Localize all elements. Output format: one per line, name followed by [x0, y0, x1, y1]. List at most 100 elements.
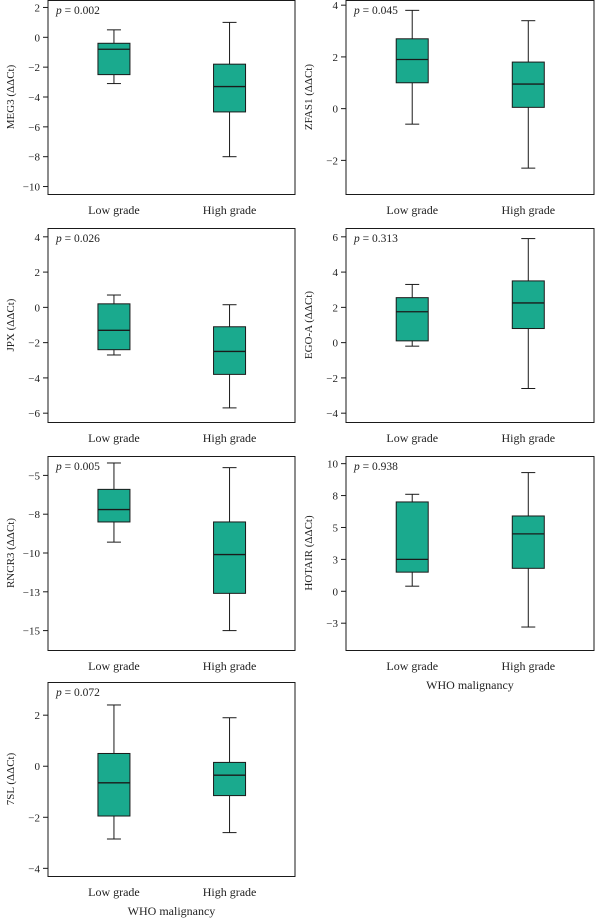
panel-3: 4 2 0 −2 −4 −6 JPX (ΔΔCt) p = 0.026 Low grade Hig… — [5, 228, 296, 445]
x-category-label: High grade — [203, 659, 257, 673]
box-low-grade — [97, 704, 131, 840]
x-category-label: High grade — [501, 431, 555, 445]
box-high-grade — [213, 304, 247, 409]
panel-6: 10 8 5 3 0 −3 HOTAIR (ΔΔCt) p = 0.938 Low grade H… — [303, 456, 595, 692]
y-tick-label: 4 — [35, 232, 41, 244]
p-value-label: p = 0.938 — [353, 461, 398, 473]
panel-1: 2 0 −2 −4 −6 −8 −10 MEG3 (ΔΔCt) p = 0.002 Low gra… — [5, 0, 296, 217]
y-tick-label: −6 — [28, 122, 40, 134]
box-low-grade — [97, 462, 131, 543]
x-category-label: High grade — [203, 885, 257, 899]
y-tick-label: 2 — [35, 267, 41, 279]
y-tick-label: −2 — [28, 812, 40, 824]
box-low-grade — [97, 294, 131, 356]
x-category-label: Low grade — [386, 203, 438, 217]
x-category-label: Low grade — [88, 659, 140, 673]
panel-frame — [47, 0, 296, 195]
iqr-box — [213, 63, 247, 113]
panel-7: 2 0 −2 −4 7SL (ΔΔCt) p = 0.072 Low grade High g… — [5, 682, 296, 918]
panel-frame — [47, 682, 296, 877]
box-low-grade — [395, 9, 429, 125]
iqr-box — [213, 326, 247, 375]
x-category-label: High grade — [203, 431, 257, 445]
panel-5: −5 −8 −10 −13 −15 RNCR3 (ΔΔCt) p = 0.005 Low gr… — [5, 456, 296, 673]
y-tick-label: −4 — [28, 863, 40, 875]
p-value: = 0.938 — [360, 461, 398, 473]
x-category-label: Low grade — [88, 431, 140, 445]
y-tick-label: 2 — [333, 302, 339, 314]
y-tick-label: 0 — [333, 104, 339, 116]
box-high-grade — [213, 21, 247, 158]
iqr-box — [395, 501, 429, 573]
p-value: = 0.045 — [360, 5, 398, 17]
box-high-grade — [213, 467, 247, 632]
y-tick-label: −4 — [28, 92, 40, 104]
p-value-label: p = 0.313 — [353, 233, 398, 245]
y-tick-label: 3 — [333, 554, 339, 566]
y-tick-label: −6 — [28, 408, 40, 420]
iqr-box — [97, 303, 131, 351]
y-axis-title: EGO-A (ΔΔCt) — [303, 291, 315, 360]
y-tick-label: 0 — [333, 338, 339, 350]
p-symbol: p — [353, 5, 360, 17]
p-value: = 0.002 — [62, 5, 100, 17]
x-category-label: High grade — [501, 659, 555, 673]
y-tick-label: −5 — [28, 470, 40, 482]
y-tick-label: 0 — [35, 761, 41, 773]
x-axis-title: WHO malignancy — [128, 904, 216, 918]
x-axis-title: WHO malignancy — [426, 678, 514, 692]
p-value: = 0.005 — [62, 461, 100, 473]
y-tick-label: −10 — [23, 548, 41, 560]
y-axis-title: RNCR3 (ΔΔCt) — [5, 518, 17, 588]
y-tick-label: −4 — [28, 373, 40, 385]
panel-frame — [345, 456, 595, 651]
p-value: = 0.313 — [360, 233, 398, 245]
y-tick-label: 8 — [333, 491, 339, 503]
x-category-label: Low grade — [88, 885, 140, 899]
x-category-label: Low grade — [386, 431, 438, 445]
box-high-grade — [511, 238, 545, 389]
box-low-grade — [97, 29, 131, 85]
y-tick-label: 2 — [35, 710, 41, 722]
y-tick-label: 4 — [333, 267, 339, 279]
iqr-box — [97, 488, 131, 523]
y-tick-label: −15 — [23, 626, 41, 638]
p-value: = 0.026 — [62, 233, 100, 245]
p-symbol: p — [55, 687, 62, 699]
y-axis-title: JPX (ΔΔCt) — [5, 298, 17, 351]
p-symbol: p — [55, 461, 62, 473]
panel-frame — [345, 0, 595, 195]
box-high-grade — [511, 20, 545, 169]
y-tick-label: −3 — [326, 618, 338, 630]
x-category-label: Low grade — [386, 659, 438, 673]
iqr-box — [213, 521, 247, 594]
panel-4: 6 4 2 0 −2 −4 EGO-A (ΔΔCt) p = 0.313 Low grade Hi… — [303, 228, 595, 445]
y-tick-label: −2 — [28, 62, 40, 74]
panel-2: 4 2 0 −2 ZFAS1 (ΔΔCt) p = 0.045 Low grade High … — [303, 0, 595, 217]
p-value-label: p = 0.005 — [55, 461, 100, 473]
p-value: = 0.072 — [62, 687, 100, 699]
box-low-grade — [395, 283, 429, 347]
iqr-box — [395, 38, 429, 84]
p-symbol: p — [55, 233, 62, 245]
y-tick-label: 0 — [333, 586, 339, 598]
y-tick-label: 5 — [333, 522, 339, 534]
box-low-grade — [395, 493, 429, 587]
p-symbol: p — [353, 233, 360, 245]
y-tick-label: 2 — [333, 52, 339, 64]
y-tick-label: 0 — [35, 32, 41, 44]
y-axis-title: ZFAS1 (ΔΔCt) — [303, 64, 315, 131]
p-value-label: p = 0.026 — [55, 233, 100, 245]
x-category-label: High grade — [501, 203, 555, 217]
y-tick-label: −2 — [326, 373, 338, 385]
panel-frame — [345, 228, 595, 423]
iqr-box — [511, 280, 545, 330]
y-tick-label: 2 — [35, 2, 41, 14]
y-tick-label: −2 — [28, 338, 40, 350]
iqr-box — [97, 42, 131, 76]
panel-frame — [47, 228, 296, 423]
p-value-label: p = 0.045 — [353, 5, 398, 17]
box-high-grade — [511, 472, 545, 628]
panel-frame — [47, 456, 296, 651]
